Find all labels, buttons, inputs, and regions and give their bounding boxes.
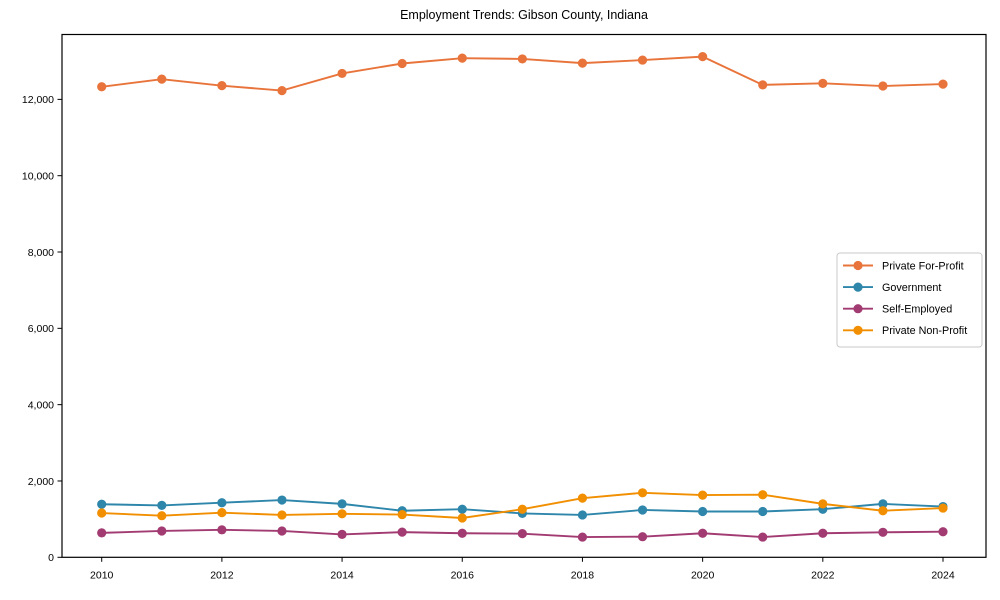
data-point-private-non-profit-2020 [698, 490, 708, 500]
data-point-private-for-profit-2014 [337, 68, 347, 79]
y-tick-label: 10,000 [22, 170, 54, 182]
legend-label-private-non-profit: Private Non-Profit [882, 325, 967, 337]
data-point-private-for-profit-2010 [97, 82, 107, 92]
data-point-private-for-profit-2024 [938, 79, 948, 89]
data-point-self-employed-2022 [818, 528, 828, 538]
legend-label-self-employed: Self-Employed [882, 304, 952, 316]
data-point-self-employed-2013 [277, 526, 287, 536]
legend-label-private-for-profit: Private For-Profit [882, 260, 964, 272]
data-point-government-2010 [97, 499, 107, 509]
data-point-government-2012 [217, 498, 227, 508]
data-point-private-non-profit-2019 [637, 488, 648, 498]
data-point-private-non-profit-2013 [277, 510, 287, 520]
data-point-private-non-profit-2022 [818, 499, 828, 509]
y-tick-label: 12,000 [22, 94, 54, 106]
data-point-government-2014 [337, 499, 347, 509]
data-point-private-for-profit-2015 [397, 58, 407, 69]
data-point-private-non-profit-2012 [217, 508, 227, 518]
legend-swatch-marker-self-employed [853, 304, 863, 314]
data-point-private-non-profit-2023 [878, 506, 888, 516]
legend-label-government: Government [882, 282, 941, 294]
x-tick-label: 2018 [571, 569, 595, 581]
data-point-private-non-profit-2014 [337, 509, 347, 519]
data-point-self-employed-2011 [157, 526, 167, 536]
data-point-private-for-profit-2019 [637, 55, 648, 65]
legend-box [836, 252, 983, 348]
data-point-government-2011 [157, 500, 167, 511]
data-point-private-for-profit-2017 [517, 54, 527, 64]
data-point-private-non-profit-2021 [758, 490, 768, 500]
data-point-government-2019 [637, 505, 648, 515]
data-point-self-employed-2023 [878, 527, 888, 537]
data-point-self-employed-2021 [758, 532, 768, 542]
data-point-government-2016 [457, 504, 467, 514]
x-tick-label: 2012 [210, 569, 234, 581]
x-tick-label: 2020 [691, 569, 715, 581]
data-point-self-employed-2024 [938, 527, 948, 537]
data-point-self-employed-2012 [217, 525, 227, 535]
data-point-private-for-profit-2011 [157, 74, 167, 84]
data-point-private-for-profit-2020 [698, 52, 708, 62]
x-tick-label: 2024 [931, 569, 955, 581]
y-tick-label: 6,000 [28, 323, 54, 335]
data-point-private-non-profit-2015 [397, 509, 407, 520]
data-point-self-employed-2016 [457, 528, 467, 538]
data-point-government-2013 [277, 495, 287, 505]
data-point-self-employed-2019 [637, 532, 648, 542]
y-tick-label: 8,000 [28, 247, 54, 259]
data-point-self-employed-2018 [577, 532, 588, 542]
x-tick-label: 2014 [330, 569, 354, 581]
data-point-government-2021 [758, 506, 768, 517]
data-point-private-for-profit-2016 [457, 53, 467, 63]
legend-swatch-marker-private-for-profit [853, 260, 863, 271]
data-point-private-non-profit-2010 [97, 508, 107, 518]
data-point-private-non-profit-2011 [157, 511, 167, 521]
data-point-government-2018 [577, 510, 588, 520]
legend: Private For-Profit Government Self-Employe… [836, 252, 983, 348]
data-point-self-employed-2014 [337, 529, 347, 540]
legend-swatch-marker-private-non-profit [853, 325, 863, 335]
data-point-self-employed-2015 [397, 527, 407, 537]
legend-swatch-marker-government [853, 282, 863, 292]
x-tick-label: 2010 [90, 569, 114, 581]
data-point-private-for-profit-2023 [878, 81, 888, 91]
data-point-private-for-profit-2018 [577, 58, 588, 68]
y-tick-label: 0 [48, 552, 54, 564]
data-point-private-non-profit-2024 [938, 503, 948, 513]
data-point-government-2023 [878, 499, 888, 509]
data-point-private-for-profit-2012 [217, 81, 227, 91]
data-point-self-employed-2010 [97, 528, 107, 538]
x-tick-label: 2016 [451, 569, 475, 581]
data-point-private-for-profit-2022 [818, 78, 828, 88]
data-point-government-2020 [698, 506, 708, 517]
data-point-private-for-profit-2013 [277, 85, 287, 96]
y-tick-label: 2,000 [28, 476, 54, 488]
data-point-private-non-profit-2018 [577, 493, 588, 503]
data-point-self-employed-2020 [698, 528, 708, 538]
y-tick-label: 4,000 [28, 399, 54, 411]
data-point-private-non-profit-2017 [517, 504, 527, 514]
data-point-self-employed-2017 [517, 529, 527, 539]
x-tick-label: 2022 [811, 569, 835, 581]
chart-title: Employment Trends: Gibson County, Indian… [400, 8, 648, 22]
data-point-private-non-profit-2016 [457, 513, 467, 523]
plot-border [61, 33, 987, 558]
data-point-private-for-profit-2021 [758, 80, 768, 90]
